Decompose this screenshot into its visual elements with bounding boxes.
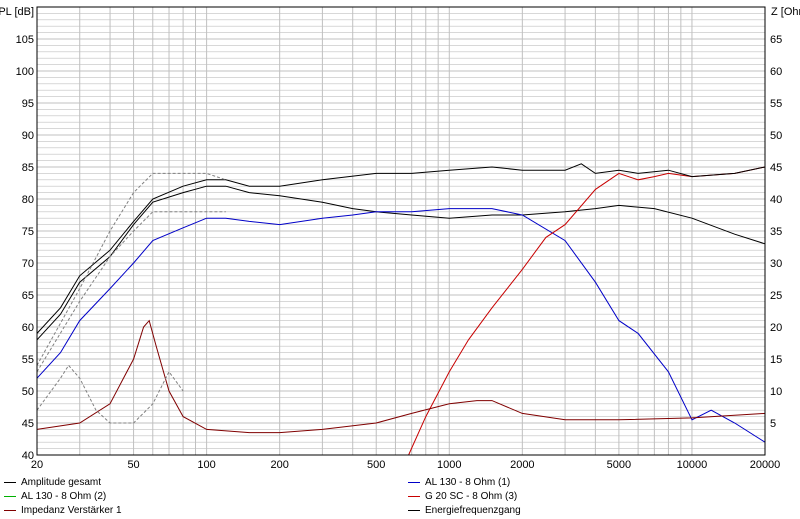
- y-tick-label-right: 15: [770, 354, 782, 366]
- y-tick-label-right: 25: [770, 290, 782, 302]
- y-tick-label-left: 105: [16, 34, 34, 46]
- y-tick-label-right: 50: [770, 130, 782, 142]
- plot-grid: [36, 6, 766, 456]
- legend-item: Amplitude gesamt: [4, 476, 101, 489]
- y-tick-label-left: 100: [16, 66, 34, 78]
- y-tick-label-left: 85: [22, 162, 34, 174]
- x-tick-label: 100: [197, 459, 215, 471]
- y-tick-label-right: 45: [770, 162, 782, 174]
- y-tick-label-left: 75: [22, 226, 34, 238]
- chart-legend: Amplitude gesamt AL 130 - 8 Ohm (2) Impeda…: [0, 476, 800, 519]
- y-tick-label-left: 65: [22, 290, 34, 302]
- x-tick-label: 1000: [437, 459, 461, 471]
- y-tick-label-left: 60: [22, 322, 34, 334]
- x-tick-label: 50: [127, 459, 139, 471]
- y-tick-label-right: 35: [770, 226, 782, 238]
- y-tick-label-right: 55: [770, 98, 782, 110]
- legend-swatch: [4, 482, 16, 483]
- x-tick-label: 200: [270, 459, 288, 471]
- y-axis-label-left: SPL [dB]: [0, 6, 34, 18]
- y-tick-label-right: 65: [770, 34, 782, 46]
- axis-ticks: 20 50 100 200 500 1000 2000 5000 10000 20000 40 45 5…: [16, 34, 783, 471]
- y-tick-label-left: 55: [22, 354, 34, 366]
- legend-item: AL 130 - 8 Ohm (2): [4, 490, 106, 503]
- legend-swatch: [408, 496, 420, 497]
- series-line-energiefrequenzgang: [36, 163, 766, 334]
- series-line-al-130-8-ohm-1: [36, 208, 766, 443]
- legend-swatch: [408, 510, 420, 511]
- x-tick-label: 500: [367, 459, 385, 471]
- series-line-impedanz-verst-rker-1: [36, 319, 766, 434]
- legend-item: G 20 SC - 8 Ohm (3): [408, 490, 517, 503]
- legend-label: G 20 SC - 8 Ohm (3): [425, 491, 518, 502]
- y-tick-label-right: 5: [770, 418, 776, 430]
- x-tick-label: 10000: [677, 459, 708, 471]
- y-tick-label-left: 50: [22, 386, 34, 398]
- legend-swatch: [4, 496, 16, 497]
- series-line-g-20-sc-8-ohm-3: [408, 166, 766, 456]
- series-line-reference-7: [36, 211, 226, 373]
- y-tick-label-right: 40: [770, 194, 782, 206]
- legend-label: AL 130 - 8 Ohm (2): [21, 491, 107, 502]
- legend-label: Impedanz Verstärker 1: [21, 505, 122, 516]
- frequency-response-chart: 20 50 100 200 500 1000 2000 5000 10000 20000 40 45 5…: [0, 6, 800, 471]
- x-tick-label: 2000: [510, 459, 534, 471]
- y-tick-label-left: 95: [22, 98, 34, 110]
- legend-item: Energiefrequenzgang: [408, 504, 521, 517]
- y-tick-label-right: 20: [770, 322, 782, 334]
- x-tick-label: 20: [31, 459, 43, 471]
- series-line-amplitude-gesamt: [36, 185, 766, 341]
- plot-series: [36, 163, 766, 456]
- legend-label: Amplitude gesamt: [21, 477, 102, 488]
- y-tick-label-right: 10: [770, 386, 782, 398]
- x-tick-label: 5000: [607, 459, 631, 471]
- y-tick-label-left: 45: [22, 418, 34, 430]
- y-tick-label-right: 30: [770, 258, 782, 270]
- y-tick-label-right: 60: [770, 66, 782, 78]
- y-tick-label-left: 80: [22, 194, 34, 206]
- legend-item: Impedanz Verstärker 1: [4, 504, 122, 517]
- y-axis-label-right: Z [Ohm]: [771, 6, 800, 18]
- x-tick-label: 20000: [750, 459, 781, 471]
- legend-item: AL 130 - 8 Ohm (1): [408, 476, 510, 489]
- y-tick-label-left: 40: [22, 450, 34, 462]
- legend-label: AL 130 - 8 Ohm (1): [425, 477, 511, 488]
- legend-swatch: [408, 482, 420, 483]
- y-tick-label-left: 70: [22, 258, 34, 270]
- series-line-reference-6: [36, 172, 226, 366]
- y-tick-label-left: 90: [22, 130, 34, 142]
- plot-frame: [36, 6, 766, 456]
- legend-label: Energiefrequenzgang: [425, 505, 521, 516]
- series-line-reference-8: [36, 364, 184, 424]
- legend-swatch: [4, 510, 16, 511]
